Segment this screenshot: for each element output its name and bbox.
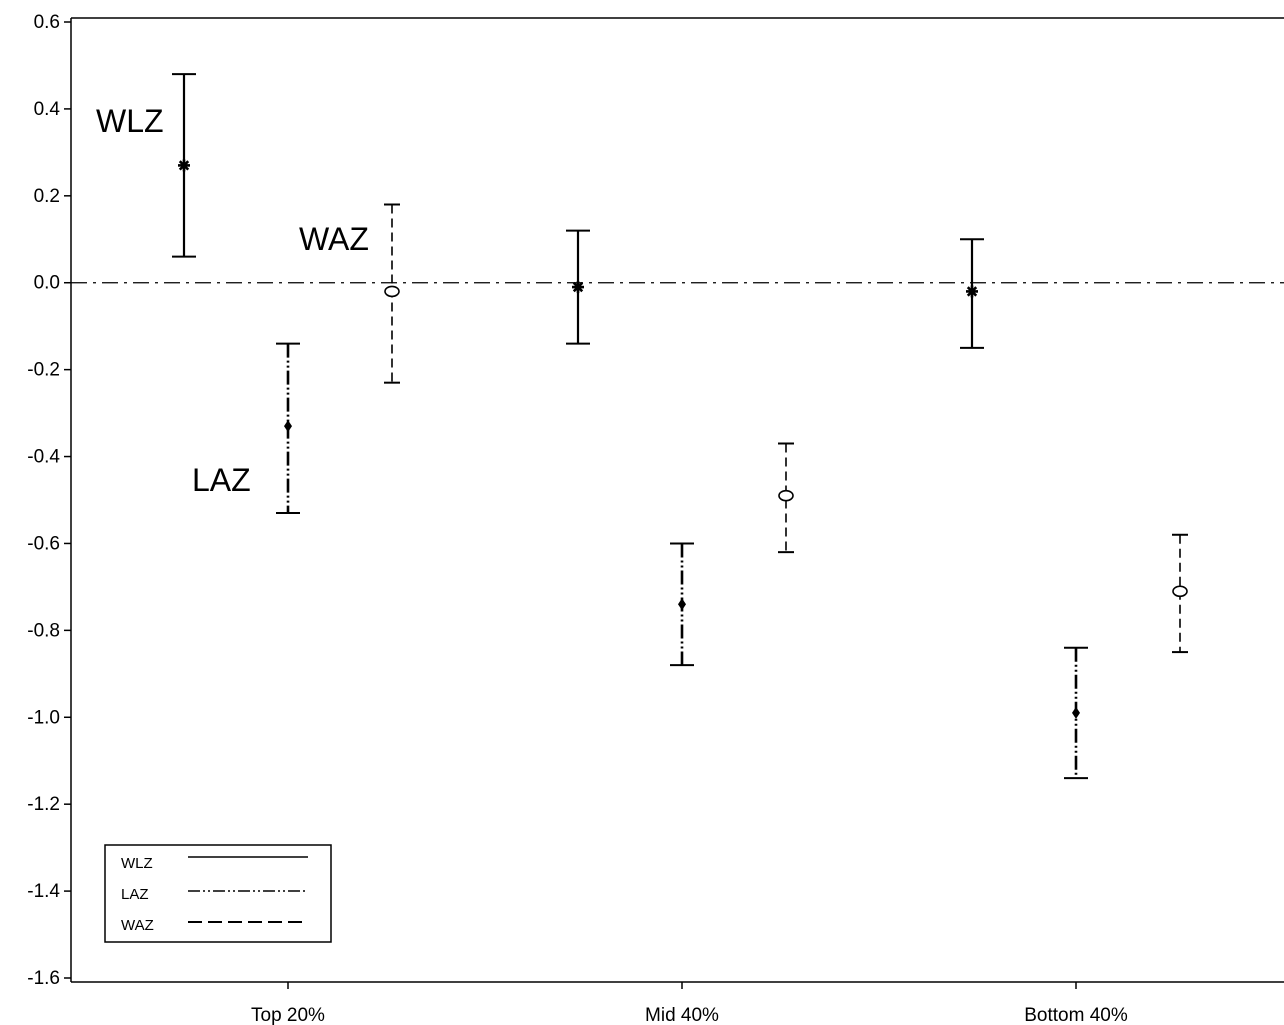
star-stroke — [572, 281, 584, 293]
y-tick-label: 0.6 — [34, 12, 60, 33]
mean-marker-diamond — [678, 598, 686, 611]
y-tick-label: -0.8 — [27, 620, 60, 641]
y-tick-label: -1.2 — [27, 794, 60, 815]
legend-label: WLZ — [121, 855, 153, 872]
mean-marker-circle — [1172, 585, 1188, 598]
mean-marker-diamond — [1072, 706, 1080, 719]
y-tick-label: -1.4 — [27, 881, 60, 902]
y-tick-label: 0.4 — [34, 99, 61, 120]
errorbar-waz-2 — [778, 442, 794, 554]
annotation-wlz: WLZ — [96, 103, 164, 139]
mean-marker-star — [572, 281, 584, 294]
x-tick-label: Mid 40% — [645, 1005, 719, 1025]
annotation-waz: WAZ — [299, 221, 369, 257]
y-tick-label: -0.2 — [27, 360, 60, 381]
errorbar-waz-1 — [384, 203, 400, 384]
series-annotations: WLZ WAZ LAZ — [96, 103, 369, 498]
annotation-laz: LAZ — [192, 462, 251, 498]
y-tick-label: -0.4 — [27, 447, 60, 468]
legend: WLZ LAZ WAZ — [104, 844, 332, 943]
star-stroke — [178, 160, 190, 171]
errorbar-wlz-3 — [960, 238, 984, 349]
mean-marker-diamond — [284, 420, 292, 433]
star-stroke — [966, 286, 978, 297]
errorbar-wlz-1 — [172, 73, 196, 258]
y-tick-label: -1.6 — [27, 968, 60, 989]
errorbar-laz-2 — [670, 542, 694, 667]
y-tick-label: 0.2 — [34, 186, 60, 207]
y-tick-label: -1.0 — [27, 707, 60, 728]
legend-label: WAZ — [121, 917, 154, 934]
errorbar-wlz-2 — [566, 229, 590, 345]
y-tick-label: -0.6 — [27, 533, 60, 554]
mean-marker-star — [178, 159, 190, 172]
x-tick-label: Top 20% — [251, 1005, 325, 1025]
errorbar-laz-3 — [1064, 646, 1088, 780]
axes: 0.6 0.4 0.2 0.0 -0.2 -0.4 -0.6 -0.8 -1.0 -1.2 -1.4… — [27, 12, 1284, 1025]
legend-box — [104, 844, 332, 943]
y-tick-label: 0.0 — [34, 273, 60, 294]
legend-label: LAZ — [121, 886, 149, 903]
x-tick-label: Bottom 40% — [1024, 1005, 1128, 1025]
errorbar-laz-1 — [276, 342, 300, 515]
mean-marker-circle — [778, 489, 794, 502]
error-bars — [172, 73, 1188, 780]
mean-marker-circle — [384, 285, 400, 298]
mean-marker-star — [966, 285, 978, 298]
errorbar-waz-3 — [1172, 533, 1188, 654]
